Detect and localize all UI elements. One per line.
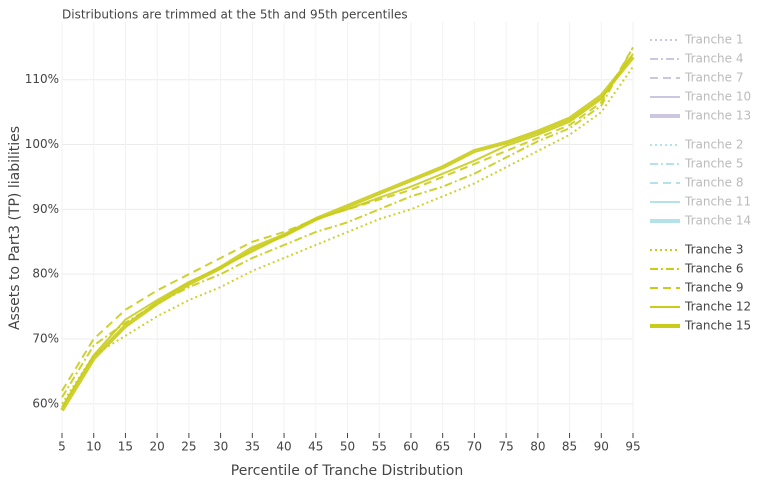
series-line (61, 66, 634, 405)
x-tick-label: 25 (181, 440, 196, 454)
y-axis-title: Assets to Part3 (TP) liabilities (7, 126, 23, 330)
x-tick-label: 95 (625, 440, 640, 454)
x-tick-label: 50 (340, 440, 355, 454)
legend-item[interactable]: Tranche 1 (650, 33, 744, 47)
legend-item[interactable]: Tranche 3 (650, 243, 744, 257)
x-tick-label: 45 (308, 440, 323, 454)
legend-item[interactable]: Tranche 9 (650, 281, 744, 295)
series-line (60, 55, 635, 412)
legend-label: Tranche 3 (684, 243, 744, 257)
legend-label: Tranche 9 (684, 281, 744, 295)
legend-label: Tranche 10 (684, 90, 751, 104)
x-tick-label: 90 (594, 440, 609, 454)
x-axis-title: Percentile of Tranche Distribution (231, 463, 463, 479)
series-line (61, 46, 634, 392)
legend-label: Tranche 4 (684, 52, 744, 66)
chart-title: Distributions are trimmed at the 5th and… (62, 8, 408, 22)
y-tick-label: 80% (32, 267, 59, 281)
legend-item[interactable]: Tranche 4 (650, 52, 744, 66)
x-tick-label: 20 (150, 440, 165, 454)
x-tick-label: 80 (530, 440, 545, 454)
legend-item[interactable]: Tranche 7 (650, 71, 744, 85)
y-tick-label: 70% (32, 332, 59, 346)
x-tick-label: 70 (467, 440, 482, 454)
x-tick-label: 55 (372, 440, 387, 454)
x-tick-label: 60 (403, 440, 418, 454)
legend-label: Tranche 5 (684, 157, 744, 171)
legend-item[interactable]: Tranche 11 (650, 195, 751, 209)
legend-label: Tranche 11 (684, 195, 751, 209)
legend-label: Tranche 7 (684, 71, 744, 85)
legend-item[interactable]: Tranche 14 (650, 214, 751, 228)
legend-item[interactable]: Tranche 13 (650, 109, 751, 123)
y-tick-label: 100% (25, 137, 59, 151)
series-line (61, 53, 634, 408)
y-tick-label: 90% (32, 202, 59, 216)
legend-item[interactable]: Tranche 12 (650, 300, 751, 314)
y-tick-label: 110% (25, 72, 59, 86)
x-tick-label: 30 (213, 440, 228, 454)
legend-label: Tranche 2 (684, 138, 744, 152)
x-tick-label: 15 (118, 440, 133, 454)
y-tick-label: 60% (32, 396, 59, 410)
x-tick-label: 75 (498, 440, 513, 454)
x-tick-label: 10 (86, 440, 101, 454)
legend-item[interactable]: Tranche 10 (650, 90, 751, 104)
legend-label: Tranche 8 (684, 176, 744, 190)
legend-label: Tranche 1 (684, 33, 744, 47)
legend-label: Tranche 14 (684, 214, 751, 228)
legend-item[interactable]: Tranche 6 (650, 262, 744, 276)
x-tick-label: 40 (276, 440, 291, 454)
x-tick-label: 5 (58, 440, 66, 454)
legend-item[interactable]: Tranche 2 (650, 138, 744, 152)
legend-label: Tranche 13 (684, 109, 751, 123)
x-tick-label: 85 (562, 440, 577, 454)
legend-item[interactable]: Tranche 8 (650, 176, 744, 190)
legend-item[interactable]: Tranche 15 (650, 319, 751, 333)
x-tick-label: 65 (435, 440, 450, 454)
legend-label: Tranche 12 (684, 300, 751, 314)
legend-label: Tranche 6 (684, 262, 744, 276)
legend-item[interactable]: Tranche 5 (650, 157, 744, 171)
x-tick-label: 35 (245, 440, 260, 454)
series-line (61, 46, 634, 398)
legend-label: Tranche 15 (684, 319, 751, 333)
